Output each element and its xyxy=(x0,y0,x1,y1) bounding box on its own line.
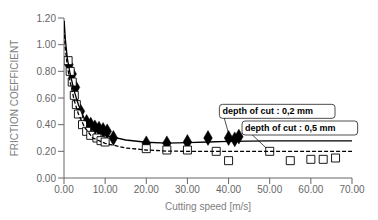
svg-text:60.00: 60.00 xyxy=(298,184,323,195)
svg-text:0.40: 0.40 xyxy=(37,119,57,130)
svg-text:0.60: 0.60 xyxy=(37,93,57,104)
svg-text:40.00: 40.00 xyxy=(216,184,241,195)
svg-text:0.20: 0.20 xyxy=(37,146,57,157)
svg-text:Cutting speed [m/s]: Cutting speed [m/s] xyxy=(165,201,251,212)
svg-text:20.00: 20.00 xyxy=(134,184,159,195)
svg-text:0.80: 0.80 xyxy=(37,66,57,77)
svg-text:10.00: 10.00 xyxy=(93,184,118,195)
svg-text:1.00: 1.00 xyxy=(37,39,57,50)
svg-text:0.00: 0.00 xyxy=(37,173,57,184)
svg-text:30.00: 30.00 xyxy=(175,184,200,195)
svg-text:depth of cut : 0,2 mm: depth of cut : 0,2 mm xyxy=(222,106,313,116)
svg-text:1.20: 1.20 xyxy=(37,13,57,24)
svg-text:depth of cut : 0,5 mm: depth of cut : 0,5 mm xyxy=(245,123,336,133)
svg-text:50.00: 50.00 xyxy=(257,184,282,195)
svg-text:70.00: 70.00 xyxy=(339,184,364,195)
svg-text:FRICTION COEFFICIENT: FRICTION COEFFICIENT xyxy=(9,40,20,157)
svg-text:0.00: 0.00 xyxy=(54,184,74,195)
